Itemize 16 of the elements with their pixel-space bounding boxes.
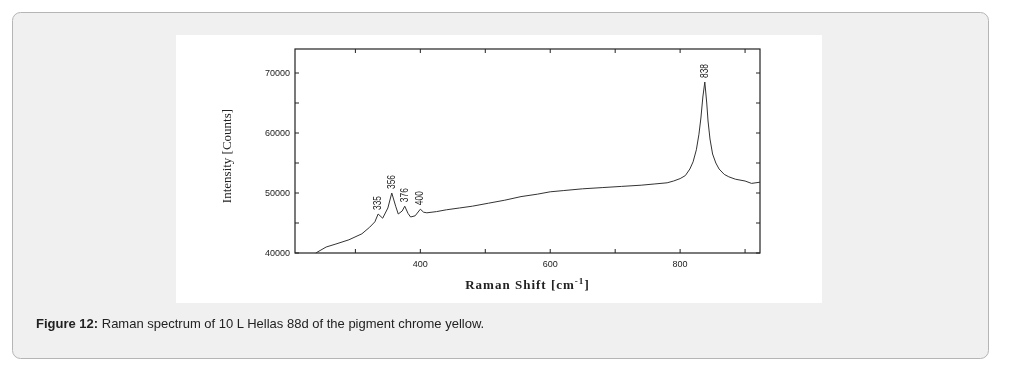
x-tick-label: 600 (542, 259, 558, 269)
y-axis-title: Intensity [Counts] (219, 108, 234, 204)
annotation: 838 (698, 61, 710, 78)
x-tick-label: 400 (412, 259, 428, 269)
y-tick-label: 70000 (264, 68, 290, 78)
x-axis-title: Raman Shift [cm$^{-1}$] (465, 276, 590, 292)
y-tick-label: 60000 (264, 128, 290, 138)
caption: Figure 12: Raman spectrum of 10 L Hellas 88d of the pigment chrome yellow. (36, 316, 485, 331)
annotation: 400 (414, 188, 426, 206)
line-series (315, 81, 761, 254)
x-tick-label: 800 (672, 259, 688, 269)
y-tick-label: 40000 (264, 248, 290, 258)
annotation: 335 (372, 193, 384, 210)
annotation: 356 (385, 172, 397, 189)
annotation: 376 (398, 185, 410, 203)
y-tick-label: 50000 (264, 188, 290, 198)
